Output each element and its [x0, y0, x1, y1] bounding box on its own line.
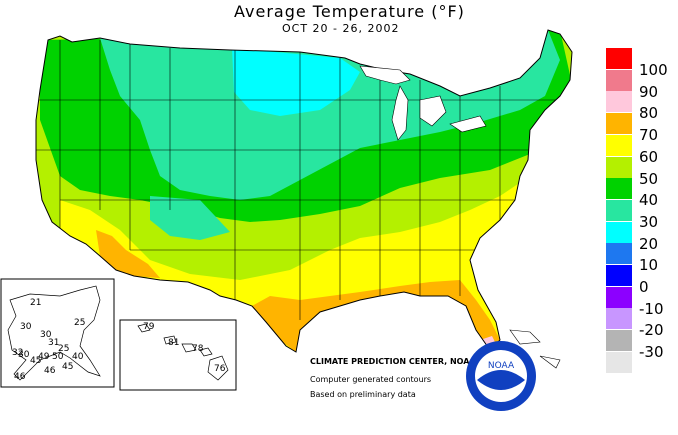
band-30 — [232, 48, 360, 116]
alaska-shape — [7, 285, 101, 381]
legend-label: 90 — [639, 82, 659, 101]
legend-label: 100 — [639, 61, 668, 79]
legend-swatch — [606, 199, 632, 221]
alaska-temp-label: 30 — [18, 350, 30, 360]
legend-swatch — [606, 221, 632, 243]
alaska-temp-label: 40 — [72, 352, 84, 362]
alaska-temp-label: 46 — [14, 372, 26, 382]
bahamas-outline — [509, 329, 561, 369]
legend-swatch — [606, 308, 632, 330]
legend-label: 80 — [639, 104, 659, 123]
credit-line-3: Based on preliminary data — [310, 390, 416, 399]
legend-swatch — [606, 91, 632, 113]
alaska-temp-label: 21 — [30, 298, 42, 308]
alaska-temp-label: 25 — [58, 344, 70, 354]
legend-label: 60 — [639, 147, 659, 166]
date-range: OCT 20 - 26, 2002 — [282, 22, 400, 35]
legend-swatch — [606, 48, 632, 69]
legend-label: 10 — [639, 256, 659, 275]
legend-swatch — [606, 134, 632, 156]
legend-label: -30 — [639, 343, 664, 362]
legend-label: -20 — [639, 321, 664, 340]
alaska-temp-label: 31 — [48, 338, 60, 348]
credit-line-2: Computer generated contours — [310, 375, 432, 384]
legend-swatch-bottom — [606, 351, 632, 373]
alaska-temp-label: 32 — [12, 348, 24, 358]
hawaii-islands — [137, 323, 229, 381]
page-title: Average Temperature (°F) — [234, 2, 465, 21]
legend-swatch — [606, 178, 632, 200]
legend-label: 50 — [639, 169, 659, 188]
legend-label: 40 — [639, 191, 659, 210]
legend-swatch — [606, 69, 632, 91]
hawaii-temp-label: 81 — [168, 338, 180, 348]
alaska-temp-label: 45 — [62, 362, 74, 372]
alaska-temp-label: 50 — [52, 352, 64, 362]
noaa-logo: NOAA — [465, 340, 537, 412]
legend-swatch — [606, 243, 632, 265]
alaska-temp-label: 49 — [38, 352, 50, 362]
alaska-temp-label: 46 — [44, 366, 56, 376]
legend-label: 0 — [639, 278, 649, 296]
legend-swatch — [606, 113, 632, 135]
legend-label: -10 — [639, 299, 664, 318]
hawaii-temp-label: 79 — [143, 322, 155, 332]
credit-line-1: CLIMATE PREDICTION CENTER, NOAA — [310, 357, 476, 366]
great-lakes — [359, 65, 487, 141]
legend-swatch — [606, 330, 632, 352]
alaska-temp-label: 30 — [40, 330, 52, 340]
legend-swatch — [606, 286, 632, 308]
legend-swatch — [606, 156, 632, 178]
alaska-temp-label: 45 — [30, 356, 42, 366]
legend-label: 20 — [639, 234, 659, 253]
hawaii-temp-label: 78 — [192, 344, 204, 354]
alaska-temp-label: 25 — [74, 318, 86, 328]
legend-label: 30 — [639, 212, 659, 231]
noaa-logo-text: NOAA — [488, 361, 515, 371]
alaska-temp-label: 30 — [20, 322, 32, 332]
legend-label: 70 — [639, 126, 659, 145]
legend-swatch — [606, 265, 632, 286]
hawaii-inset-frame — [119, 319, 237, 391]
hawaii-temp-label: 76 — [214, 364, 226, 374]
